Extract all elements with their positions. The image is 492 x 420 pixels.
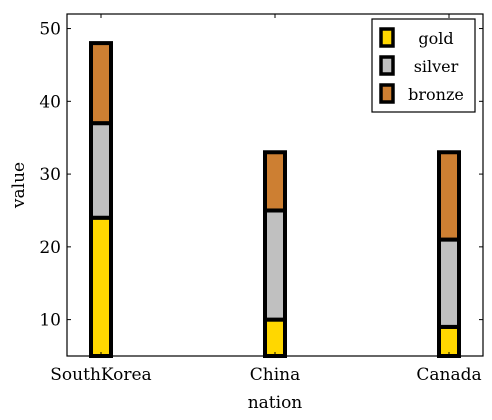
bar-gold-SouthKorea (89, 215, 113, 358)
x-axis: SouthKorea China Canada (50, 14, 482, 385)
legend: gold silver bronze (371, 18, 476, 113)
legend-swatch-silver (379, 55, 395, 76)
bar-bronze-China (263, 150, 287, 213)
legend-swatch-bronze (379, 83, 395, 104)
y-tick-label: 40 (39, 92, 61, 112)
bar-gold-China (263, 317, 287, 359)
y-tick-label: 30 (39, 165, 61, 185)
bar-gold-Canada (437, 324, 461, 358)
legend-swatch-gold (379, 27, 395, 48)
bar-silver-Canada (437, 237, 461, 329)
x-axis-label: nation (248, 393, 303, 413)
legend-label-silver: silver (414, 57, 459, 76)
bar-silver-SouthKorea (89, 121, 113, 220)
y-tick-label: 10 (39, 311, 61, 331)
bar-silver-China (263, 208, 287, 322)
bar-bronze-Canada (437, 150, 461, 242)
y-axis: 10 20 30 40 50 (39, 20, 483, 331)
bars-group (89, 41, 461, 359)
bar-bronze-SouthKorea (89, 41, 113, 126)
y-tick-label: 20 (39, 238, 61, 258)
x-tick-label: China (250, 365, 300, 385)
y-axis-label: value (9, 162, 29, 209)
legend-label-bronze: bronze (408, 85, 464, 104)
legend-label-gold: gold (418, 29, 453, 48)
y-tick-label: 50 (39, 20, 61, 40)
x-tick-label: Canada (416, 365, 481, 385)
x-tick-label: SouthKorea (50, 365, 151, 385)
